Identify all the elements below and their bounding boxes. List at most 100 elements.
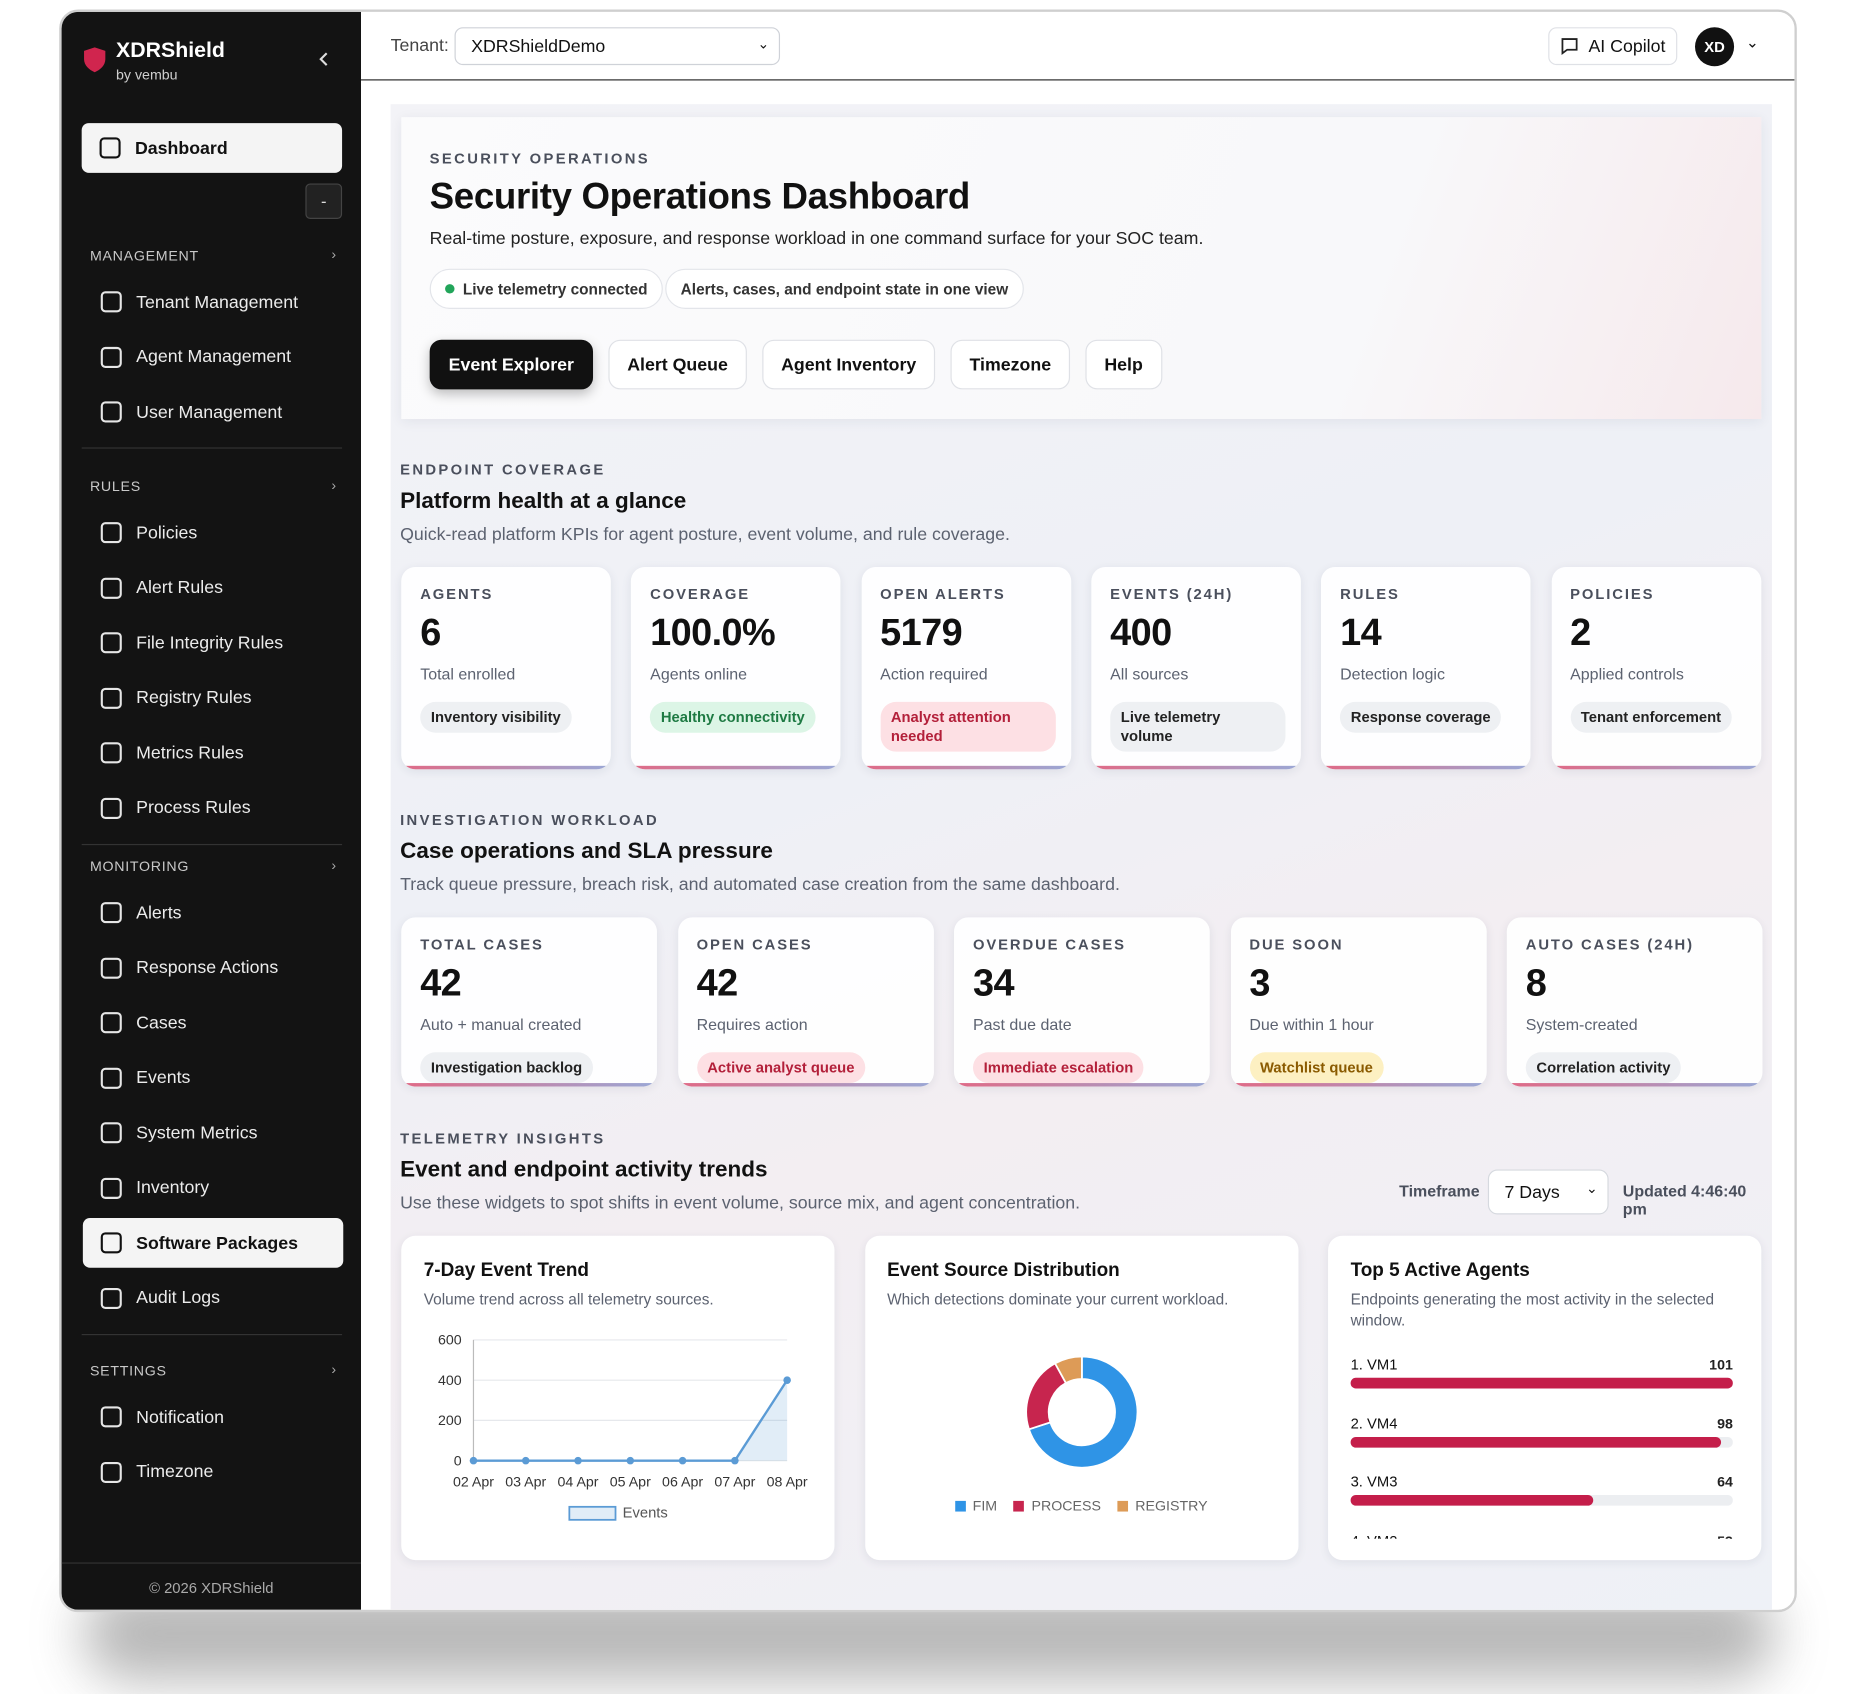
nav-item[interactable]: Software Packages xyxy=(82,1217,344,1268)
nav-item[interactable]: Alert Rules xyxy=(83,563,343,613)
nav-item[interactable]: System Metrics xyxy=(83,1108,343,1158)
icon xyxy=(100,1232,122,1254)
nav-item[interactable]: Metrics Rules xyxy=(83,728,343,778)
nav-label: Inventory xyxy=(136,1177,210,1198)
kpi-caption: System-created xyxy=(1525,1015,1638,1034)
nav-item[interactable]: Registry Rules xyxy=(83,673,343,723)
kpi-label: POLICIES xyxy=(1570,585,1655,603)
kpi-caption: Past due date xyxy=(972,1015,1072,1034)
kpi-label: OVERDUE CASES xyxy=(972,936,1126,953)
kpi-caption: Action required xyxy=(880,665,988,683)
icon xyxy=(100,346,122,368)
legend-label: FIM xyxy=(972,1497,998,1514)
kpi-card: OVERDUE CASES 34 Past due date Immediate es… xyxy=(954,917,1210,1087)
kpi-value: 400 xyxy=(1110,610,1172,654)
nav-label: Audit Logs xyxy=(136,1287,221,1308)
chart-title: Top 5 Active Agents xyxy=(1350,1260,1530,1281)
nav-item[interactable]: Audit Logs xyxy=(83,1273,343,1323)
status-dot xyxy=(445,284,455,294)
nav-item[interactable]: User Management xyxy=(83,387,343,437)
collapse-button[interactable]: - xyxy=(305,183,343,219)
legend-label: PROCESS xyxy=(1031,1497,1101,1514)
kpi-caption: All sources xyxy=(1110,665,1189,683)
pie-slice xyxy=(1053,1355,1083,1385)
nav-item[interactable]: Process Rules xyxy=(83,783,343,833)
data-point xyxy=(469,1456,478,1465)
action-button[interactable]: Agent Inventory xyxy=(762,339,936,390)
kpi-label: TOTAL CASES xyxy=(420,936,544,953)
data-point xyxy=(783,1376,791,1384)
nav-divider xyxy=(81,1333,343,1335)
sidebar-footer-divider xyxy=(61,1562,362,1564)
kpi-tag: Correlation activity xyxy=(1525,1052,1682,1084)
user-menu-arrow[interactable]: ⌄ xyxy=(1745,33,1759,51)
main-area: Tenant: XDRShieldDemo ⌄ AI Copilot XD ⌄ SECURI… xyxy=(361,11,1795,1610)
kpi-caption: Total enrolled xyxy=(420,665,516,683)
bar-track xyxy=(1350,1377,1733,1389)
tenant-value: XDRShieldDemo xyxy=(471,36,606,57)
nav-label: System Metrics xyxy=(136,1122,258,1143)
action-button[interactable]: Help xyxy=(1085,339,1162,390)
topbar: Tenant: XDRShieldDemo ⌄ AI Copilot XD ⌄ xyxy=(361,12,1795,81)
nav-label: Metrics Rules xyxy=(136,742,244,763)
nav-item[interactable]: Inventory xyxy=(83,1163,343,1213)
icon-shape xyxy=(100,401,122,423)
user-avatar[interactable]: XD xyxy=(1695,27,1735,67)
data-point xyxy=(678,1456,687,1465)
line-chart: 0 200 400 600 02 Apr 03 Apr 04 Apr 05 Apr 06 Apr… xyxy=(438,1333,808,1522)
bar-label: 4. VM2 xyxy=(1351,1532,1398,1539)
sidebar: XDRShield by vembu Dashboard - MANAGEMENT › Te… xyxy=(61,11,362,1610)
nav-item[interactable]: Events xyxy=(83,1053,343,1103)
nav-label: Timezone xyxy=(136,1461,214,1482)
icon-shape xyxy=(100,1177,122,1199)
nav-item[interactable]: Alerts xyxy=(83,888,343,938)
brand-sub: by vembu xyxy=(115,66,178,83)
nav-item[interactable]: Cases xyxy=(83,998,343,1048)
nav-section-title: MONITORING xyxy=(89,858,190,875)
hero-eyebrow: SECURITY OPERATIONS xyxy=(429,150,651,167)
kpi-value: 34 xyxy=(972,961,1015,1004)
action-button[interactable]: Timezone xyxy=(950,339,1071,390)
chart-title: 7-Day Event Trend xyxy=(423,1260,590,1281)
nav-label: Agent Management xyxy=(136,346,292,367)
kpi-tag: Watchlist queue xyxy=(1249,1052,1384,1084)
nav-label: Alerts xyxy=(136,902,182,923)
chart-subtitle: Volume trend across all telemetry source… xyxy=(423,1290,714,1308)
nav-item[interactable]: File Integrity Rules xyxy=(83,618,343,668)
ai-copilot-button[interactable]: AI Copilot xyxy=(1548,27,1678,66)
nav-item[interactable]: Response Actions xyxy=(83,943,343,993)
kpi-tag: Analyst attention needed xyxy=(880,701,1056,752)
nav-item[interactable]: Tenant Management xyxy=(83,277,343,327)
nav-label: Policies xyxy=(136,522,198,543)
section-subtitle: Track queue pressure, breach risk, and a… xyxy=(400,874,1120,895)
data-point xyxy=(521,1456,530,1465)
nav-item[interactable]: Timezone xyxy=(83,1447,343,1497)
action-button[interactable]: Alert Queue xyxy=(608,339,747,390)
section-chevron: › xyxy=(331,477,337,494)
kpi-value: 5179 xyxy=(880,610,963,654)
timeframe-label: Timeframe xyxy=(1399,1182,1480,1201)
chevron xyxy=(319,52,328,66)
action-button[interactable]: Event Explorer xyxy=(429,339,593,390)
nav-item[interactable]: Policies xyxy=(83,508,343,558)
timeframe-select[interactable]: 7 Days ⌄ xyxy=(1487,1169,1609,1215)
nav-label: User Management xyxy=(136,401,283,422)
chart-subtitle: Endpoints generating the most activity i… xyxy=(1350,1290,1715,1330)
nav-item[interactable]: Agent Management xyxy=(83,332,343,382)
chart-subtitle: Which detections dominate your current w… xyxy=(887,1290,1229,1308)
bar-list: 1. VM1 101 2. VM4 98 3. VM3 64 4. VM2 53 xyxy=(1350,1349,1733,1539)
nav-item[interactable]: Notification xyxy=(83,1392,343,1442)
bar-value: 101 xyxy=(1709,1356,1733,1374)
kpi-tag: Response coverage xyxy=(1340,701,1502,733)
icon-shape xyxy=(100,522,122,544)
badge-text: Alerts, cases, and endpoint state in one… xyxy=(680,279,1009,298)
nav-divider xyxy=(81,447,343,449)
hero-actions: Event Explorer Alert Queue Agent Inventory… xyxy=(429,339,1178,390)
icon-shape xyxy=(100,1406,122,1428)
nav-label: Process Rules xyxy=(136,797,251,818)
collapse-sidebar[interactable] xyxy=(316,51,333,68)
tenant-select[interactable]: XDRShieldDemo ⌄ xyxy=(454,27,781,66)
nav-dashboard[interactable]: Dashboard xyxy=(81,123,343,173)
icon-shape xyxy=(100,1232,122,1254)
